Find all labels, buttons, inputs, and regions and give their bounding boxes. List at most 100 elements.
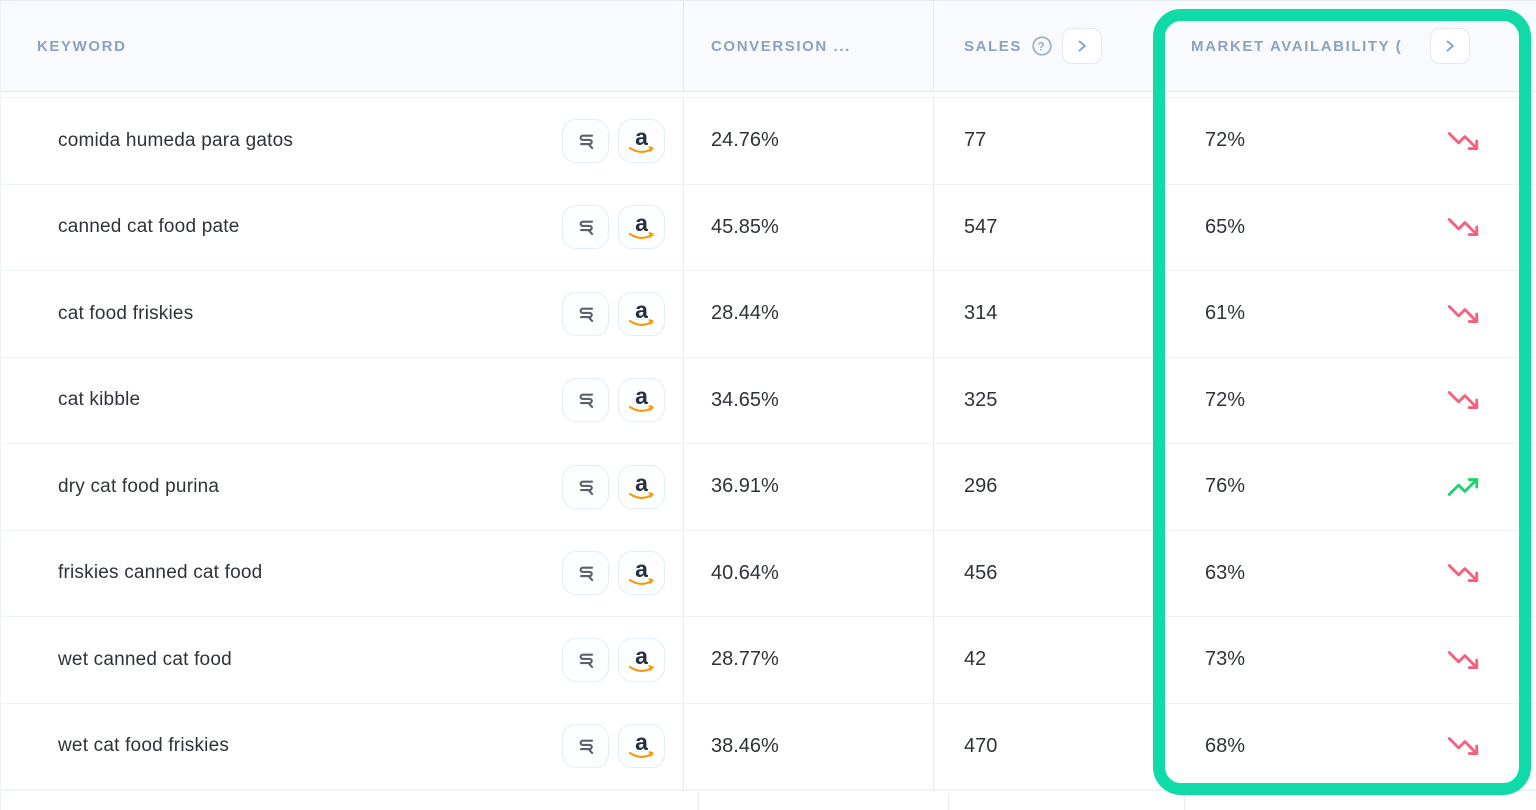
amazon-button[interactable]: a: [618, 637, 665, 682]
amazon-button[interactable]: a: [618, 464, 665, 509]
column-header-keyword: KEYWORD: [1, 1, 684, 91]
conversion-value: 34.65%: [711, 388, 779, 411]
column-divider: [698, 794, 699, 810]
keyword-text: wet canned cat food: [58, 648, 232, 670]
amazon-button[interactable]: a: [618, 291, 665, 336]
conversion-value: 40.64%: [711, 561, 779, 584]
sales-expand-button[interactable]: [1062, 28, 1103, 64]
rank-tracker-button[interactable]: [562, 291, 609, 336]
market-availability-cell: 72%: [1181, 358, 1536, 444]
market-availability-value: 61%: [1205, 302, 1246, 325]
rank-tracker-icon: [579, 480, 593, 495]
amazon-icon: a: [635, 123, 648, 150]
sales-value: 314: [964, 302, 998, 325]
header-gap: [1, 92, 1536, 98]
market-availability-cell: 76%: [1181, 444, 1536, 530]
trend-down-icon: [1443, 212, 1483, 242]
sales-value: 42: [964, 648, 987, 671]
keyword-text: dry cat food purina: [58, 475, 220, 497]
market-availability-value: 68%: [1205, 734, 1246, 757]
market-availability-expand-button[interactable]: [1430, 28, 1470, 64]
sales-cell: 42: [934, 617, 1181, 703]
table-row: wet cat food friskies a 38.46% 470 6: [1, 703, 1536, 790]
conversion-cell: 38.46%: [684, 703, 934, 789]
amazon-button[interactable]: a: [618, 205, 665, 250]
market-availability-cell: 68%: [1181, 704, 1536, 790]
conversion-cell: 36.91%: [684, 444, 934, 530]
rank-tracker-button[interactable]: [562, 205, 609, 250]
next-row-partial: [1, 790, 1536, 810]
rank-tracker-icon: [579, 307, 593, 322]
rank-tracker-button[interactable]: [562, 464, 609, 509]
keyword-cell: wet cat food friskies a: [1, 703, 684, 789]
conversion-value: 28.77%: [711, 648, 779, 671]
keyword-text: cat kibble: [58, 389, 141, 411]
table-row: cat food friskies a 28.44% 314 61%: [1, 271, 1536, 358]
market-availability-cell: 63%: [1181, 531, 1536, 617]
market-availability-cell: 61%: [1181, 271, 1536, 357]
sales-cell: 456: [934, 531, 1181, 617]
rank-tracker-icon: [579, 653, 593, 668]
trend-down-icon: [1443, 731, 1483, 761]
conversion-cell: 28.77%: [684, 617, 934, 703]
table-row: comida humeda para gatos a 24.76% 77: [1, 98, 1536, 185]
market-availability-value: 76%: [1205, 475, 1246, 498]
rank-tracker-button[interactable]: [562, 118, 609, 163]
keyword-cell: comida humeda para gatos a: [1, 98, 684, 184]
amazon-button[interactable]: a: [618, 118, 665, 163]
market-availability-value: 72%: [1205, 388, 1246, 411]
conversion-value: 38.46%: [711, 734, 779, 757]
rank-tracker-icon: [579, 220, 593, 236]
table-row: dry cat food purina a 36.91% 296 76%: [1, 444, 1536, 531]
table-row: canned cat food pate a 45.85% 547 65: [1, 184, 1536, 271]
rank-tracker-button[interactable]: [562, 551, 609, 596]
trend-down-icon: [1443, 385, 1483, 415]
trend-down-icon: [1443, 645, 1483, 675]
keyword-text: canned cat food pate: [58, 216, 240, 238]
amazon-button[interactable]: a: [618, 378, 665, 423]
sales-cell: 547: [934, 185, 1181, 271]
keyword-text: friskies canned cat food: [58, 562, 263, 584]
amazon-icon: a: [635, 210, 648, 237]
amazon-icon: a: [635, 296, 648, 323]
amazon-button[interactable]: a: [618, 551, 665, 596]
conversion-value: 24.76%: [711, 129, 779, 152]
conversion-cell: 28.44%: [684, 271, 934, 357]
amazon-smile-icon: [628, 492, 654, 499]
keyword-cell: wet canned cat food a: [1, 617, 684, 703]
sales-value: 456: [964, 561, 998, 584]
amazon-button[interactable]: a: [618, 724, 665, 769]
rank-tracker-icon: [579, 393, 593, 409]
table-row: friskies canned cat food a 40.64% 456: [1, 530, 1536, 617]
amazon-smile-icon: [628, 405, 654, 413]
amazon-icon: a: [635, 556, 648, 583]
market-availability-value: 73%: [1205, 648, 1246, 671]
conversion-cell: 45.85%: [684, 184, 934, 270]
keyword-cell: canned cat food pate a: [1, 184, 684, 270]
table-row: cat kibble a 34.65% 325 72%: [1, 357, 1536, 444]
sales-cell: 314: [934, 271, 1181, 357]
column-header-sales: SALES ?: [934, 1, 1181, 91]
column-header-keyword-label: KEYWORD: [37, 37, 127, 55]
keyword-text: wet cat food friskies: [58, 735, 230, 757]
chevron-right-icon: [1078, 40, 1087, 52]
keyword-cell: cat food friskies a: [1, 271, 684, 357]
table-header: KEYWORD CONVERSION ... SALES ? MARKET AV…: [1, 0, 1536, 92]
trend-up-icon: [1443, 472, 1483, 502]
chevron-right-icon: [1446, 40, 1454, 52]
conversion-cell: 34.65%: [684, 357, 934, 443]
column-header-conversion: CONVERSION ...: [684, 1, 934, 91]
rank-tracker-button[interactable]: [562, 637, 609, 682]
column-header-conversion-label: CONVERSION ...: [711, 37, 851, 55]
market-availability-value: 65%: [1205, 215, 1246, 238]
sales-cell: 325: [934, 358, 1181, 444]
help-icon[interactable]: ?: [1031, 35, 1053, 57]
sales-value: 296: [964, 475, 998, 498]
market-availability-value: 72%: [1205, 129, 1246, 152]
rank-tracker-button[interactable]: [562, 378, 609, 423]
conversion-value: 45.85%: [711, 215, 779, 238]
amazon-icon: a: [635, 642, 648, 669]
amazon-smile-icon: [628, 232, 654, 240]
sales-value: 77: [964, 129, 987, 152]
rank-tracker-button[interactable]: [562, 724, 609, 769]
